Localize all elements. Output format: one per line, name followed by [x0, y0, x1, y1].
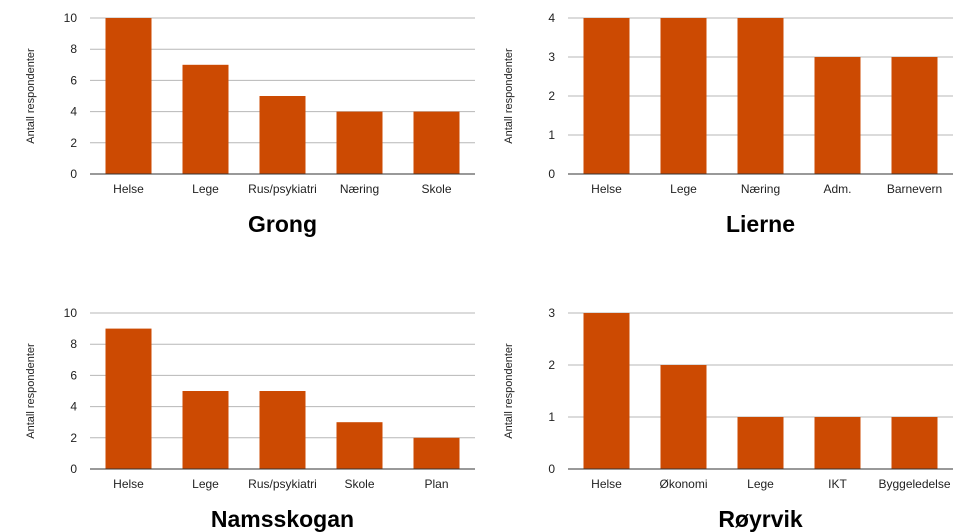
y-axis-label: Antall respondenter — [25, 343, 37, 439]
y-tick-label: 10 — [64, 11, 78, 25]
y-axis-label: Antall respondenter — [503, 343, 515, 439]
x-tick-label: Adm. — [823, 182, 851, 196]
bar-lege — [660, 18, 707, 174]
x-tick-label: Helse — [113, 182, 144, 196]
bar-rus-psykiatri — [259, 96, 306, 174]
chart-title: Grong — [248, 211, 317, 237]
chart-title: Namsskogan — [211, 506, 354, 532]
y-axis-label: Antall respondenter — [503, 48, 515, 144]
y-tick-label: 6 — [70, 368, 77, 382]
y-tick-label: 0 — [548, 167, 555, 181]
y-tick-label: 4 — [70, 105, 77, 119]
y-tick-label: 4 — [548, 11, 555, 25]
bar-lege — [182, 391, 229, 469]
chart-title: Røyrvik — [718, 506, 803, 532]
y-tick-label: 2 — [548, 358, 555, 372]
chart-panel-3: 0 2 4 6 8 10 Helse Lege Rus/psykiatri Skole Plan An… — [25, 306, 475, 532]
x-tick-label: Helse — [113, 477, 144, 491]
x-tick-label: Skole — [421, 182, 451, 196]
bar-lege — [182, 64, 229, 174]
bar-helse — [583, 313, 630, 469]
x-tick-label: Skole — [344, 477, 374, 491]
x-tick-label: Rus/psykiatri — [248, 477, 317, 491]
bar-næring — [737, 18, 784, 174]
bar-helse — [105, 328, 152, 469]
y-tick-label: 4 — [70, 400, 77, 414]
bar-lege — [737, 417, 784, 469]
y-tick-label: 8 — [70, 42, 77, 56]
x-tick-label: Økonomi — [659, 477, 707, 491]
chart-panel-4: 0 1 2 3 Helse Økonomi Lege IKT Byggeledelse Antal… — [503, 306, 953, 532]
bar-barnevern — [891, 57, 938, 174]
x-tick-label: Lege — [192, 477, 219, 491]
y-tick-label: 6 — [70, 73, 77, 87]
x-tick-label: Byggeledelse — [878, 477, 950, 491]
y-tick-label: 3 — [548, 50, 555, 64]
x-tick-label: Lege — [747, 477, 774, 491]
y-tick-label: 10 — [64, 306, 78, 320]
x-tick-label: Plan — [424, 477, 448, 491]
bar-ikt — [814, 417, 861, 469]
x-tick-label: Rus/psykiatri — [248, 182, 317, 196]
y-tick-label: 2 — [548, 89, 555, 103]
x-tick-label: Barnevern — [887, 182, 942, 196]
x-tick-label: Næring — [741, 182, 780, 196]
bar-økonomi — [660, 365, 707, 469]
x-tick-label: IKT — [828, 477, 847, 491]
y-tick-label: 1 — [548, 410, 555, 424]
y-tick-label: 0 — [70, 462, 77, 476]
y-tick-label: 0 — [548, 462, 555, 476]
bar-rus-psykiatri — [259, 391, 306, 469]
x-tick-label: Helse — [591, 477, 622, 491]
bar-plan — [413, 437, 460, 469]
chart-title: Lierne — [726, 211, 795, 237]
bar-helse — [105, 18, 152, 174]
chart-panel-2: 0 1 2 3 4 Helse Lege Næring Adm. Barnevern Antall … — [503, 11, 953, 237]
bar-skole — [413, 111, 460, 174]
x-tick-label: Lege — [670, 182, 697, 196]
y-tick-label: 8 — [70, 337, 77, 351]
bar-skole — [336, 422, 383, 469]
y-tick-label: 3 — [548, 306, 555, 320]
bar-byggeledelse — [891, 417, 938, 469]
y-tick-label: 0 — [70, 167, 77, 181]
bar-adm- — [814, 57, 861, 174]
bar-næring — [336, 111, 383, 174]
y-tick-label: 2 — [70, 431, 77, 445]
y-axis-label: Antall respondenter — [25, 48, 37, 144]
chart-panel-1: 0 2 4 6 8 10 Helse Lege Rus/psykiatri Næring Skole… — [25, 11, 475, 237]
bar-helse — [583, 18, 630, 174]
x-tick-label: Næring — [340, 182, 379, 196]
y-tick-label: 2 — [70, 136, 77, 150]
x-tick-label: Helse — [591, 182, 622, 196]
y-tick-label: 1 — [548, 128, 555, 142]
x-tick-label: Lege — [192, 182, 219, 196]
